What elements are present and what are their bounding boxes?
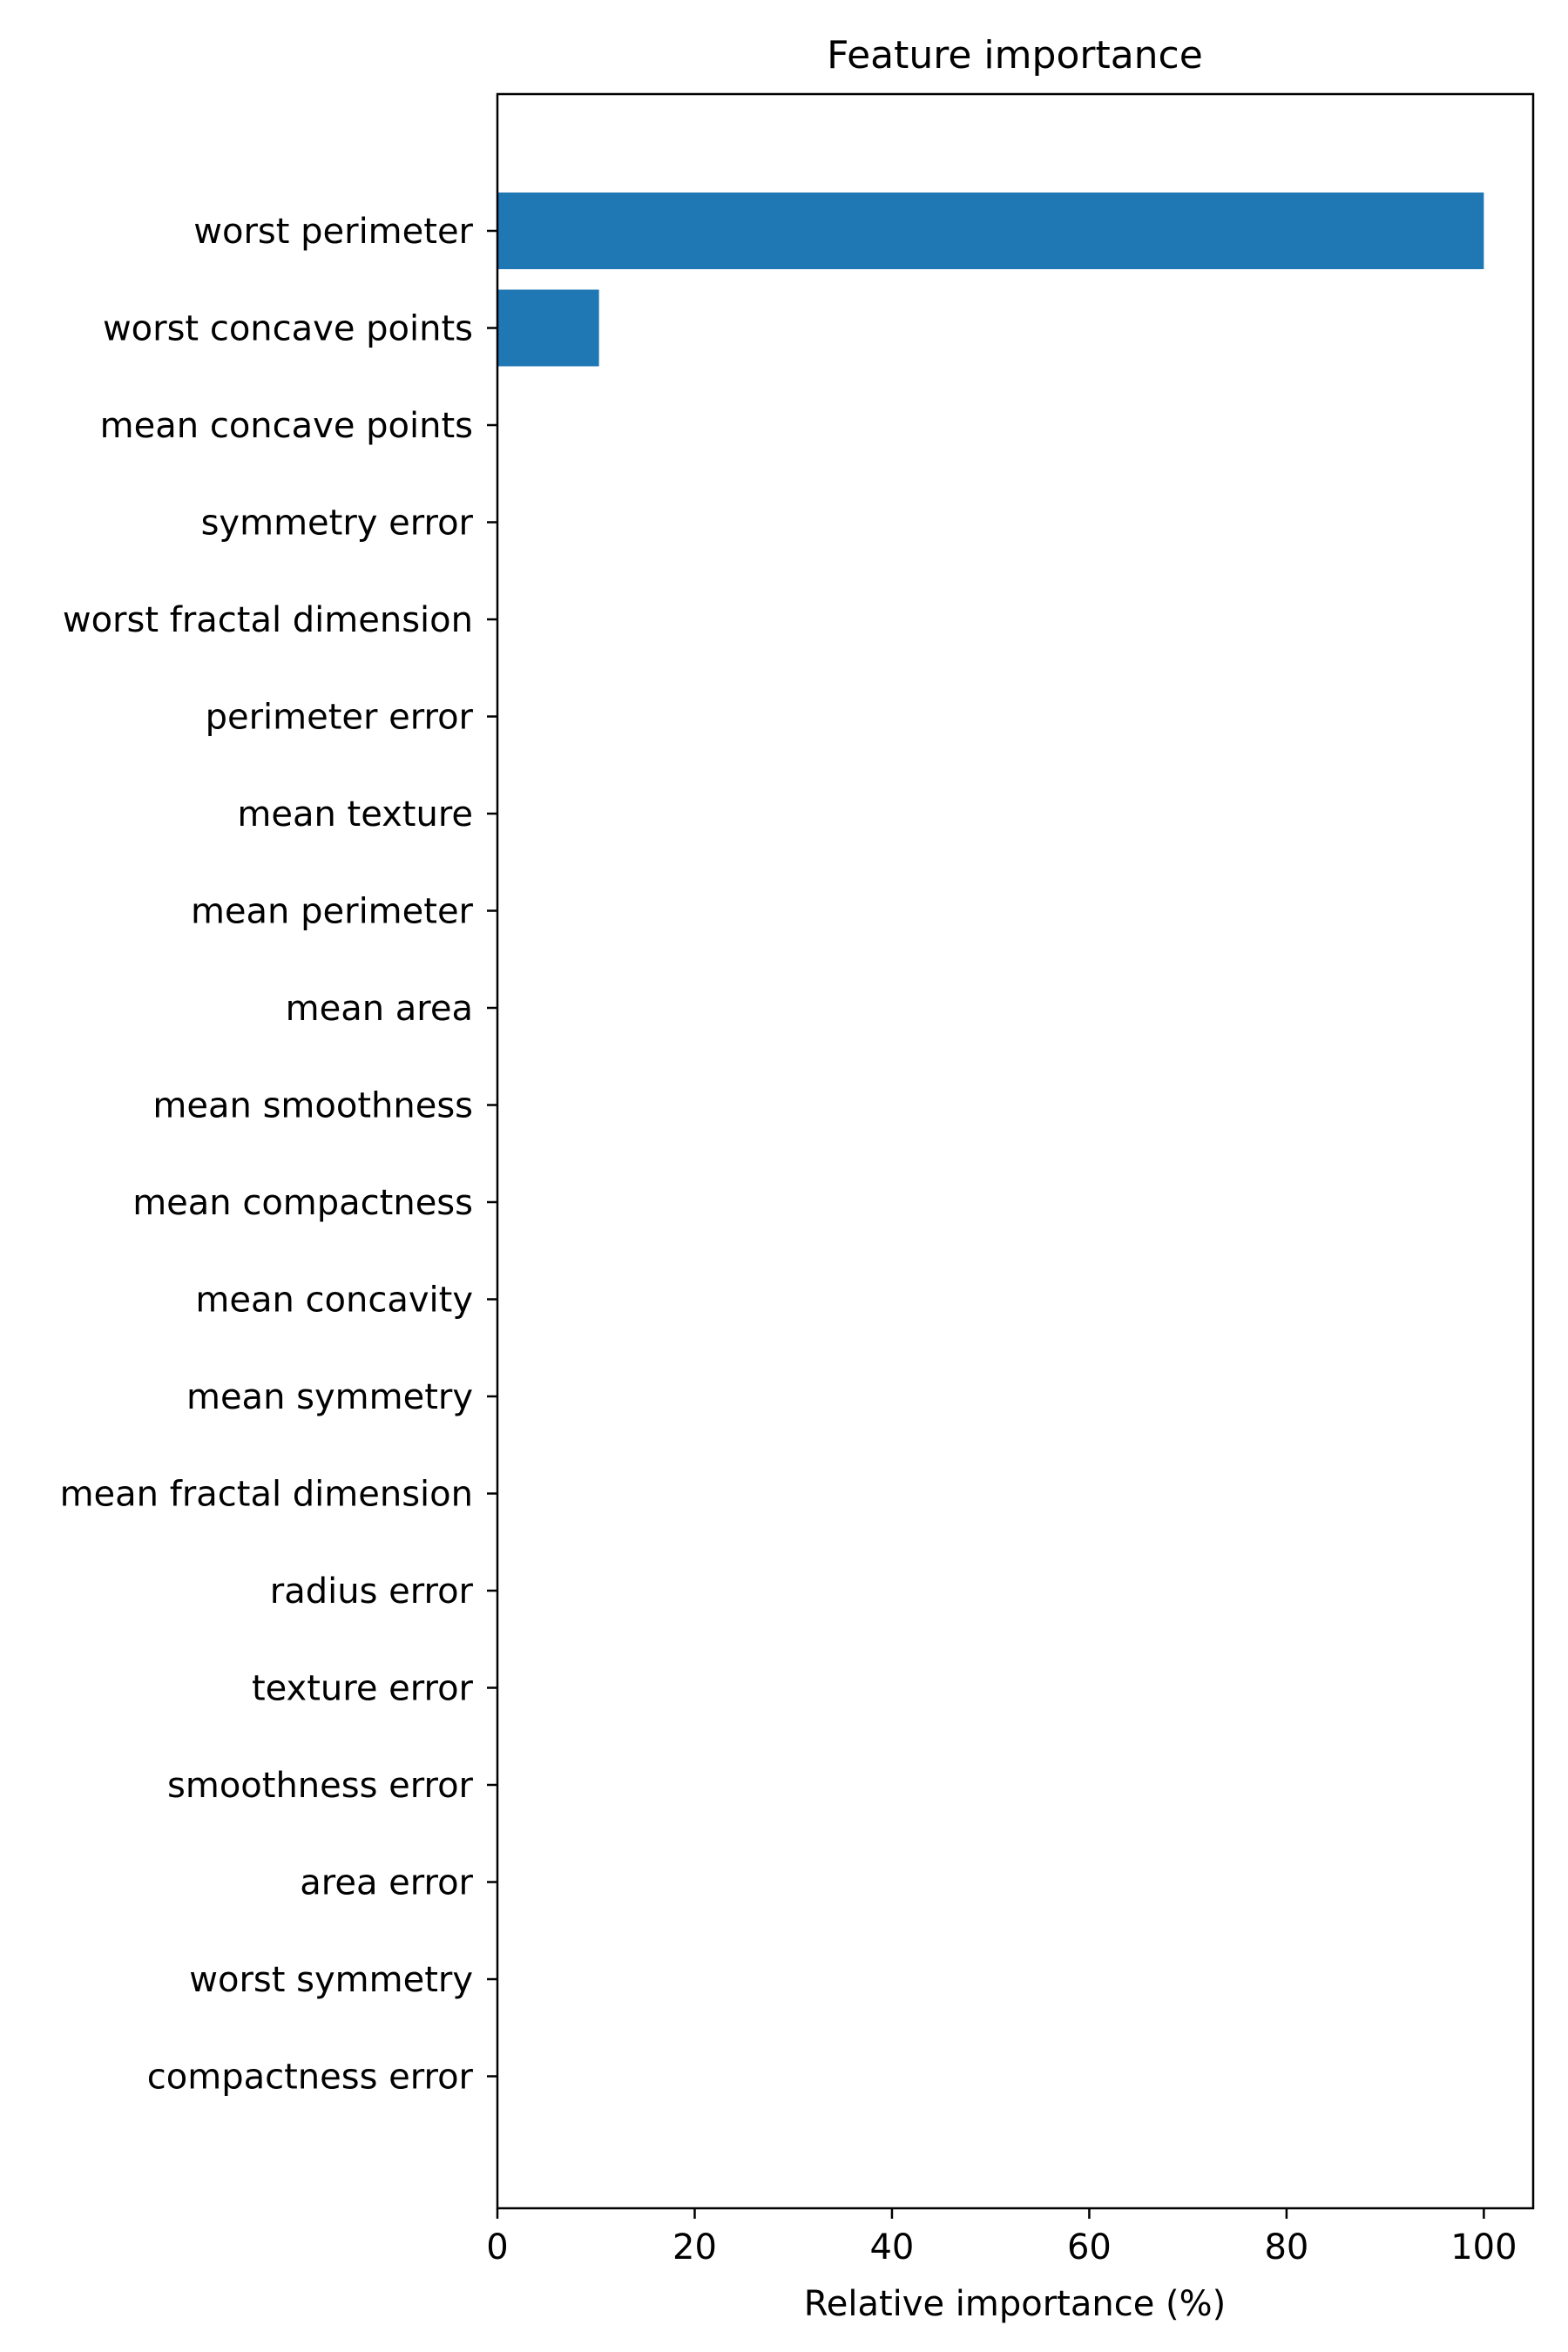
y-tick-label: mean symmetry	[186, 1377, 473, 1417]
y-tick-label: perimeter error	[206, 698, 474, 738]
x-tick-label: 40	[869, 2227, 914, 2268]
y-tick-label: mean concave points	[100, 406, 473, 446]
y-tick-label: mean texture	[237, 794, 473, 835]
y-tick-label: mean fractal dimension	[60, 1475, 473, 1515]
y-tick-label: compactness error	[147, 2058, 474, 2098]
y-tick-label: worst fractal dimension	[63, 600, 473, 640]
bar	[497, 289, 599, 367]
y-tick-label: symmetry error	[201, 504, 474, 544]
y-tick-label: worst concave points	[103, 309, 473, 349]
x-axis-ticks: 0 20 40 60 80 100	[486, 2208, 1517, 2268]
x-tick-label: 100	[1450, 2227, 1517, 2268]
y-tick-label: texture error	[252, 1669, 474, 1709]
y-tick-label: radius error	[270, 1571, 474, 1612]
bar	[497, 193, 1484, 269]
x-axis-label: Relative importance (%)	[804, 2284, 1227, 2324]
x-tick-label: 80	[1264, 2227, 1308, 2268]
x-tick-label: 20	[672, 2227, 717, 2268]
x-tick-label: 60	[1067, 2227, 1112, 2268]
y-axis-ticks: worst perimeter worst concave points mean …	[60, 212, 497, 2098]
y-tick-label: area error	[300, 1863, 473, 1903]
bars-layer	[497, 193, 1484, 367]
y-tick-label: mean concavity	[195, 1281, 473, 1321]
chart-title: Feature importance	[827, 33, 1203, 78]
y-tick-label: mean area	[286, 989, 473, 1029]
y-tick-label: mean perimeter	[191, 892, 474, 932]
y-tick-label: worst perimeter	[193, 212, 473, 252]
x-tick-label: 0	[486, 2227, 508, 2268]
y-tick-label: worst symmetry	[189, 1960, 473, 2000]
y-tick-label: mean smoothness	[152, 1086, 473, 1126]
y-tick-label: mean compactness	[132, 1183, 473, 1223]
y-tick-label: smoothness error	[167, 1766, 474, 1806]
plot-frame	[496, 92, 1535, 2210]
